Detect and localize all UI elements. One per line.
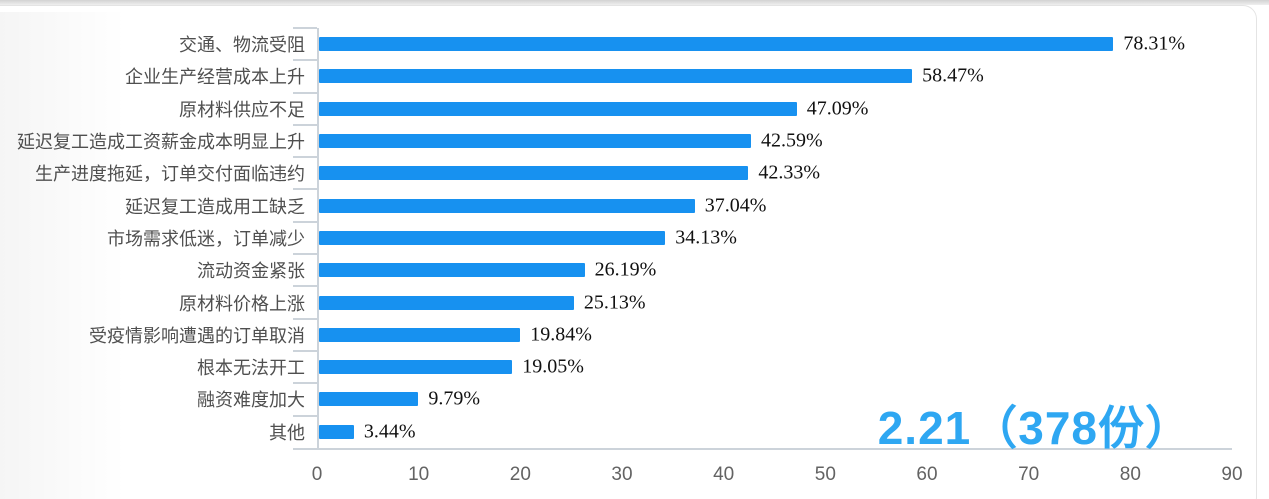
category-axis-tick xyxy=(293,414,317,417)
category-axis-tick xyxy=(293,349,317,352)
category-axis-tick xyxy=(293,91,317,94)
bar-row: 市场需求低迷，订单减少 34.13% xyxy=(0,220,1232,255)
bar-row: 受疫情影响遭遇的订单取消 19.84% xyxy=(0,317,1232,351)
category-label: 交通、物流受阻 xyxy=(179,35,305,56)
category-label: 延迟复工造成用工缺乏 xyxy=(125,196,305,217)
x-tick-label: 50 xyxy=(814,463,836,485)
value-label: 34.13% xyxy=(675,226,737,249)
bar-track: 26.19% xyxy=(293,253,1232,287)
bar-track: 19.05% xyxy=(293,349,1232,384)
value-label: 37.04% xyxy=(704,194,767,217)
x-axis-ticks: 0 10 20 30 40 50 60 70 80 90 xyxy=(312,447,1243,494)
bar xyxy=(319,134,752,149)
value-label: 19.84% xyxy=(530,323,592,346)
x-tick-label: 40 xyxy=(713,463,735,485)
bar xyxy=(319,101,797,116)
category-label: 根本无法开工 xyxy=(197,358,305,379)
bar xyxy=(319,360,513,375)
category-label: 其他 xyxy=(269,422,305,443)
category-axis-tick xyxy=(293,317,317,320)
x-tick-label: 30 xyxy=(611,463,633,485)
bar xyxy=(319,230,666,245)
category-label: 延迟复工造成工资薪金成本明显上升 xyxy=(17,132,305,153)
top-divider xyxy=(0,0,1269,5)
bar xyxy=(319,166,749,181)
bar-row: 根本无法开工 19.05% xyxy=(0,349,1232,384)
bar-track: 78.31% xyxy=(293,27,1232,61)
category-axis-tick xyxy=(293,59,317,62)
x-tick-label: 0 xyxy=(311,463,323,485)
category-axis-tick xyxy=(293,188,317,191)
bar-row: 交通、物流受阻 78.31% xyxy=(0,27,1232,61)
value-label: 58.47% xyxy=(922,64,984,87)
category-label: 原材料供应不足 xyxy=(179,99,305,120)
bar-row: 原材料价格上涨 25.13% xyxy=(0,285,1232,319)
bar-track: 47.09% xyxy=(293,91,1232,125)
category-label: 原材料价格上涨 xyxy=(179,293,305,314)
value-label: 42.33% xyxy=(758,161,821,184)
axis-spacer xyxy=(0,448,317,492)
value-label: 47.09% xyxy=(806,97,869,120)
value-label: 19.05% xyxy=(522,355,584,378)
category-axis-tick xyxy=(293,27,317,29)
bar-row: 延迟复工造成工资薪金成本明显上升 42.59% xyxy=(0,123,1232,158)
category-axis-tick xyxy=(293,285,317,288)
value-label: 78.31% xyxy=(1123,32,1186,55)
x-tick-label: 90 xyxy=(1221,463,1243,485)
bar-track: 25.13% xyxy=(293,285,1232,319)
bar-row: 流动资金紧张 26.19% xyxy=(0,253,1232,287)
bar xyxy=(319,69,913,84)
bar-track: 58.47% xyxy=(293,59,1232,93)
x-tick-label: 80 xyxy=(1119,463,1141,485)
category-label: 市场需求低迷，订单减少 xyxy=(107,228,305,249)
bar-rows: 交通、物流受阻 78.31% 企业生产经营成本上升 58.47% 原材料供应不足 47.0… xyxy=(0,27,1232,448)
value-label: 25.13% xyxy=(583,291,646,314)
bar xyxy=(319,198,695,213)
bar xyxy=(319,327,521,342)
category-axis-tick xyxy=(293,220,317,223)
bar-row: 其他 3.44% xyxy=(0,414,1232,448)
category-axis-tick xyxy=(293,156,317,159)
x-tick-label: 70 xyxy=(1018,463,1040,485)
bar-track: 19.84% xyxy=(293,317,1232,351)
category-label: 生产进度拖延，订单交付面临违约 xyxy=(35,164,305,185)
bar-row: 生产进度拖延，订单交付面临违约 42.33% xyxy=(0,156,1232,190)
bar-track: 37.04% xyxy=(293,188,1232,222)
x-tick-label: 60 xyxy=(916,463,938,485)
bar xyxy=(319,263,585,278)
bar-track: 42.33% xyxy=(293,156,1232,190)
value-label: 26.19% xyxy=(594,258,657,281)
category-label: 流动资金紧张 xyxy=(197,261,305,282)
value-label: 3.44% xyxy=(363,420,416,443)
category-label: 融资难度加大 xyxy=(197,390,305,411)
value-label: 9.79% xyxy=(428,387,480,410)
category-label: 企业生产经营成本上升 xyxy=(125,67,305,88)
bar-row: 延迟复工造成用工缺乏 37.04% xyxy=(0,188,1232,222)
x-axis: 0 10 20 30 40 50 60 70 80 90 xyxy=(0,447,1243,494)
bar-track: 42.59% xyxy=(293,123,1232,158)
category-axis-tick xyxy=(293,253,317,256)
x-tick-label: 20 xyxy=(509,463,531,485)
bar-row: 企业生产经营成本上升 58.47% xyxy=(0,59,1232,93)
response-count-annotation: 2.21（378份） xyxy=(877,402,1192,454)
bar xyxy=(319,295,574,310)
bar-row: 融资难度加大 9.79% xyxy=(0,382,1232,416)
bar-track: 34.13% xyxy=(293,220,1232,255)
bar-row: 原材料供应不足 47.09% xyxy=(0,91,1232,125)
axis-tick xyxy=(293,447,317,450)
category-axis-tick xyxy=(293,382,317,385)
value-label: 42.59% xyxy=(761,129,823,152)
category-axis-tick xyxy=(293,123,317,126)
bar xyxy=(319,392,419,407)
bar xyxy=(319,424,354,439)
bar xyxy=(319,37,1114,52)
bar-chart: 交通、物流受阻 78.31% 企业生产经营成本上升 58.47% 原材料供应不足 47.0… xyxy=(0,27,1243,494)
category-label: 受疫情影响遭遇的订单取消 xyxy=(89,325,305,346)
bar-track: 3.44% xyxy=(293,414,1232,448)
chart-card: 交通、物流受阻 78.31% 企业生产经营成本上升 58.47% 原材料供应不足 47.0… xyxy=(0,5,1257,499)
x-tick-label: 10 xyxy=(408,463,430,485)
bar-track: 9.79% xyxy=(293,382,1232,416)
